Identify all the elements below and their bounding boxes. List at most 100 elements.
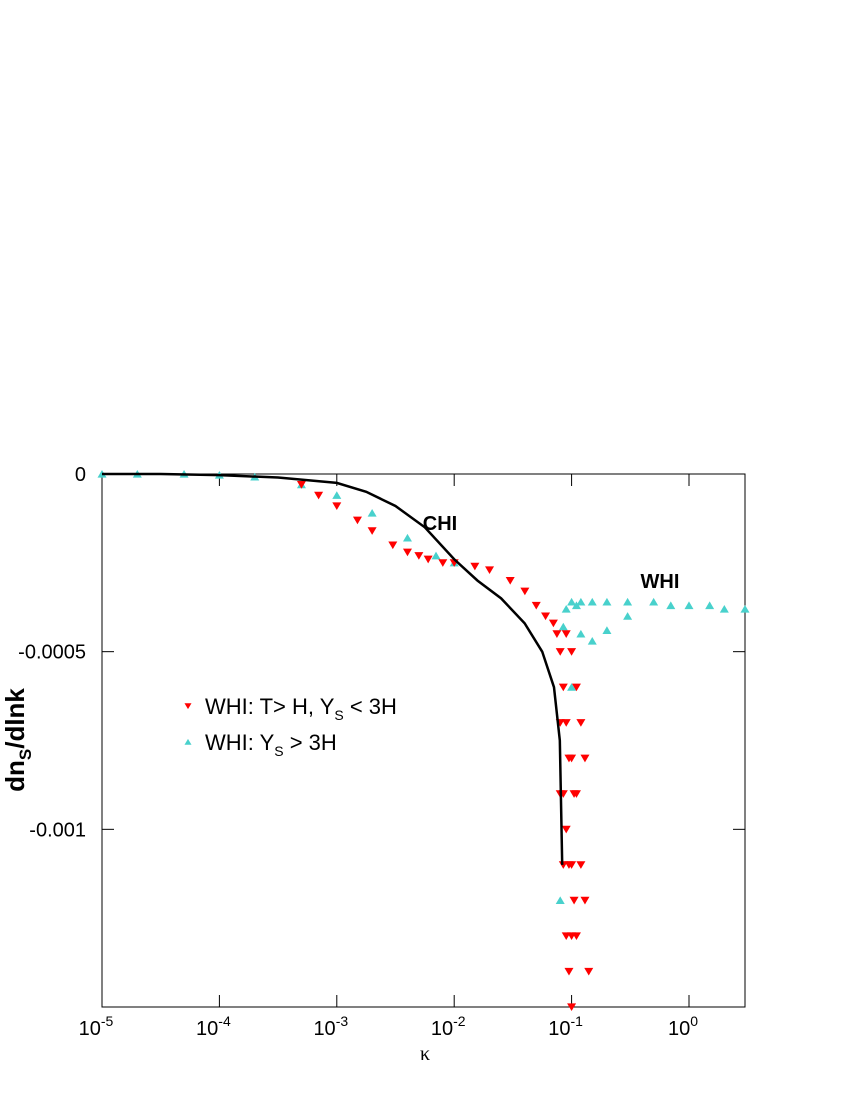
x-tick-exponent: -3: [336, 1013, 349, 1029]
x-tick-base: 10: [313, 1018, 335, 1040]
marker: [719, 604, 729, 613]
legend-marker: [184, 738, 192, 745]
marker: [352, 516, 362, 525]
marker: [296, 481, 306, 489]
x-tick-base: 10: [79, 1018, 101, 1040]
legend-marker: [184, 703, 192, 710]
marker: [740, 604, 750, 613]
x-tick-base: 10: [668, 1018, 690, 1040]
x-tick-exponent: 0: [690, 1013, 698, 1029]
legend-label-part: > 3H: [284, 730, 337, 755]
marker: [571, 932, 581, 940]
marker: [423, 555, 433, 564]
marker: [332, 491, 342, 499]
marker: [623, 612, 633, 620]
x-tick-label: 10-4: [196, 1013, 231, 1040]
marker: [584, 967, 594, 976]
marker: [567, 648, 577, 656]
marker: [567, 754, 577, 763]
x-tick-label: 10-5: [79, 1013, 114, 1040]
marker: [485, 566, 495, 574]
y-tick-label: -0.0005: [18, 642, 86, 664]
legend-label: WHI: YS > 3H: [205, 730, 337, 759]
marker: [576, 597, 586, 606]
y-axis-label-part: /dlnk: [0, 688, 30, 749]
legend-label-part: WHI: Y: [205, 730, 275, 755]
marker: [602, 597, 612, 606]
marker: [561, 719, 571, 727]
y-axis-label-part: S: [16, 749, 35, 760]
marker: [414, 552, 424, 560]
y-axis-label-part: dn: [0, 760, 30, 792]
marker: [564, 967, 574, 976]
marker: [558, 622, 568, 631]
legend-label-part: S: [334, 707, 343, 723]
annotation: CHI: [423, 513, 457, 535]
marker: [561, 630, 571, 638]
x-tick-exponent: -5: [101, 1013, 114, 1029]
marker: [571, 683, 581, 692]
marker: [576, 861, 586, 869]
marker: [649, 597, 659, 606]
marker: [555, 896, 565, 904]
marker: [367, 509, 377, 517]
chi-line: [102, 472, 564, 865]
marker: [548, 619, 558, 628]
marker: [431, 551, 441, 560]
marker: [555, 648, 565, 656]
x-tick-base: 10: [431, 1018, 453, 1040]
marker: [367, 527, 377, 535]
y-tick-label: -0.001: [29, 819, 86, 841]
legend-label: WHI: T> H, YS < 3H: [205, 694, 397, 723]
marker: [561, 604, 571, 613]
x-tick-label: 100: [668, 1013, 698, 1040]
marker: [576, 629, 586, 638]
marker: [587, 597, 597, 606]
x-tick-label: 10-3: [313, 1013, 348, 1040]
marker: [558, 683, 568, 692]
marker: [571, 790, 581, 798]
marker: [402, 533, 412, 542]
marker: [569, 896, 579, 905]
marker: [684, 601, 694, 610]
marker: [602, 626, 612, 634]
marker: [571, 601, 581, 610]
annotation: WHI: [641, 571, 680, 593]
y-axis-label: dnS/dlnk: [0, 688, 35, 792]
marker: [567, 683, 577, 691]
x-tick-exponent: -1: [570, 1013, 583, 1029]
x-tick-base: 10: [548, 1018, 570, 1040]
marker: [520, 587, 530, 596]
marker: [505, 577, 515, 585]
marker: [438, 559, 448, 567]
marker: [567, 861, 577, 869]
marker: [552, 630, 562, 638]
marker: [567, 1003, 577, 1012]
marker: [580, 754, 590, 763]
x-tick-exponent: -4: [218, 1013, 231, 1029]
marker: [567, 597, 577, 606]
marker: [623, 597, 633, 606]
marker: [531, 601, 541, 610]
marker: [541, 612, 551, 621]
legend-label-part: S: [274, 743, 283, 759]
legend-label-part: WHI: T> H, Y: [205, 694, 335, 719]
marker: [666, 601, 676, 610]
marker: [470, 562, 480, 571]
marker: [561, 825, 571, 834]
marker: [576, 719, 586, 727]
marker: [587, 636, 597, 645]
marker: [314, 491, 324, 500]
marker: [705, 601, 715, 610]
legend-label-part: < 3H: [344, 694, 397, 719]
marker: [580, 896, 590, 905]
x-tick-label: 10-2: [431, 1013, 466, 1040]
x-tick-base: 10: [196, 1018, 218, 1040]
x-tick-label: 10-1: [548, 1013, 583, 1040]
marker: [332, 502, 342, 511]
x-tick-exponent: -2: [453, 1013, 466, 1029]
marker: [388, 541, 398, 550]
x-axis-label: κ: [420, 1043, 430, 1065]
marker: [402, 548, 412, 557]
